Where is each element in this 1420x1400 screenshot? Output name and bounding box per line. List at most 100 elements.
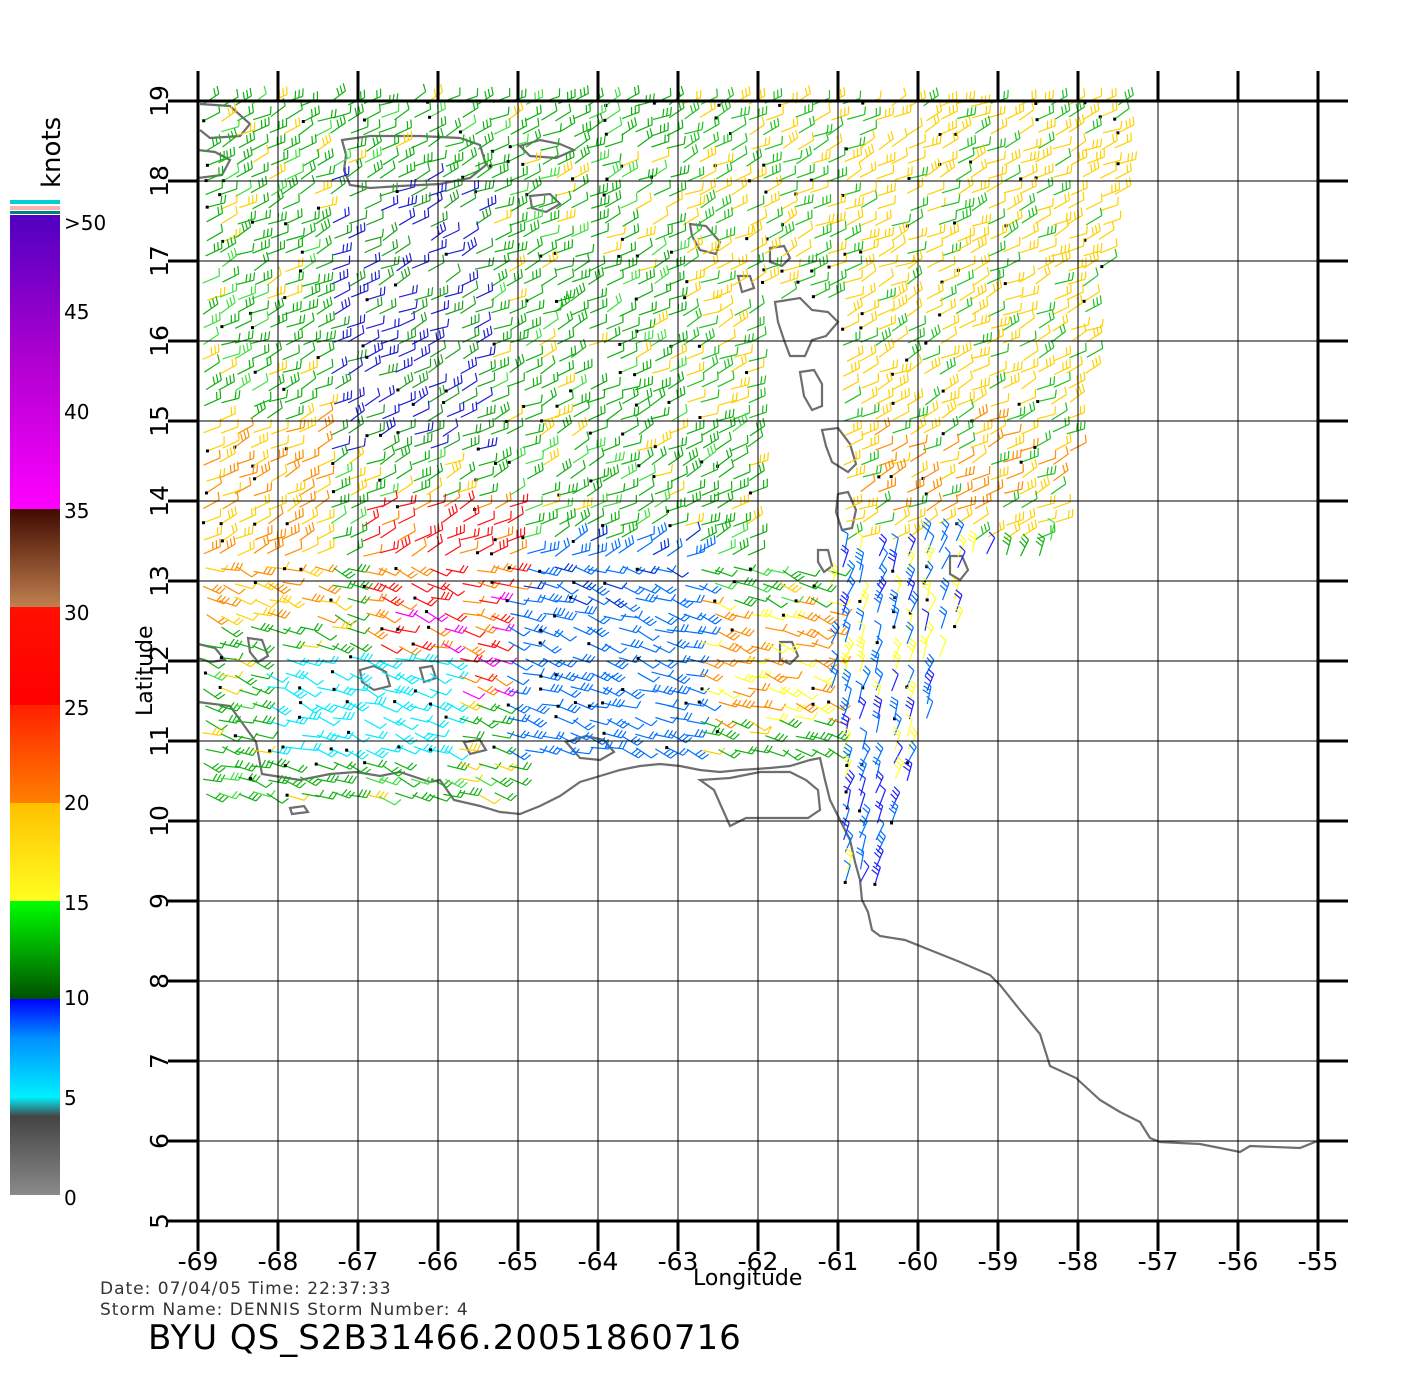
wind-barb xyxy=(698,405,720,420)
wind-barb xyxy=(941,344,960,359)
wind-barb xyxy=(733,463,751,480)
wind-barb xyxy=(813,194,832,209)
wind-barb xyxy=(556,182,576,196)
wind-barb xyxy=(414,525,432,542)
wind-barb xyxy=(507,527,526,542)
wind-barb xyxy=(346,314,366,329)
wind-barb xyxy=(655,699,678,708)
wind-barb xyxy=(476,717,499,729)
wind-barb xyxy=(1004,481,1024,494)
wind-barb xyxy=(698,535,716,553)
wind-barb xyxy=(684,639,707,649)
wind-barb xyxy=(604,643,628,654)
wind-barb xyxy=(686,195,706,210)
wind-barb xyxy=(318,716,341,726)
wind-barb xyxy=(988,240,1006,257)
wind-barb xyxy=(253,535,270,554)
wind-barb xyxy=(591,671,614,682)
wind-barb xyxy=(282,372,300,391)
wind-barb xyxy=(990,223,1008,240)
wind-barb xyxy=(570,282,586,302)
wind-barb xyxy=(590,222,609,238)
wind-barb xyxy=(252,644,275,654)
wind-barb xyxy=(461,237,478,257)
wind-barb xyxy=(636,533,653,553)
wind-barb xyxy=(1018,508,1036,526)
wind-barb xyxy=(990,393,1010,407)
wind-barb xyxy=(333,327,352,343)
wind-barb xyxy=(637,447,654,468)
wind-barb xyxy=(475,117,492,135)
wind-barb xyxy=(1007,102,1025,120)
wind-barb xyxy=(459,540,479,554)
wind-barb xyxy=(203,525,222,541)
wind-barb xyxy=(218,790,242,800)
wind-barb xyxy=(491,162,509,179)
wind-barb xyxy=(1020,150,1040,164)
legend-cap-cyan xyxy=(10,200,60,204)
wind-barb xyxy=(890,234,907,254)
wind-barb xyxy=(1022,459,1038,479)
wind-barb xyxy=(425,610,449,622)
wind-barb xyxy=(987,300,1006,317)
wind-barb xyxy=(878,268,894,287)
wind-barb xyxy=(620,192,638,209)
wind-barb xyxy=(859,161,877,178)
wind-barb xyxy=(302,148,320,167)
wind-barb xyxy=(396,720,419,731)
legend-label: 10 xyxy=(64,986,89,1010)
wind-barb xyxy=(749,116,765,136)
x-tick-label: -61 xyxy=(818,1247,859,1276)
wind-barb xyxy=(1034,206,1052,224)
wind-barb xyxy=(1003,236,1021,253)
wind-barb xyxy=(318,450,336,467)
wind-barb xyxy=(222,265,240,283)
wind-barb xyxy=(872,710,881,733)
wind-barb xyxy=(525,450,545,465)
wind-barb xyxy=(378,362,398,376)
wind-barb xyxy=(398,161,416,178)
wind-barb xyxy=(922,345,941,361)
wind-barb xyxy=(317,430,333,450)
wind-barb xyxy=(878,533,888,557)
wind-barb xyxy=(540,540,560,554)
wind-barb xyxy=(395,733,418,745)
wind-barb xyxy=(670,465,688,483)
wind-barb xyxy=(491,268,508,287)
wind-barb xyxy=(492,343,511,358)
wind-barb xyxy=(654,489,671,508)
wind-barb xyxy=(651,360,671,374)
wind-barb xyxy=(300,238,321,254)
wind-barb xyxy=(730,626,755,637)
wind-barb xyxy=(1100,162,1118,179)
wind-barb xyxy=(365,296,383,314)
wind-barb xyxy=(458,478,477,493)
wind-barb xyxy=(539,628,564,638)
wind-barb xyxy=(363,467,382,482)
wind-barb xyxy=(971,158,988,178)
wind-barb xyxy=(921,608,930,631)
wind-barb xyxy=(812,150,831,164)
wind-barb xyxy=(574,130,591,150)
wind-barb xyxy=(540,408,561,423)
wind-barb xyxy=(717,226,736,242)
wind-barb xyxy=(877,458,895,479)
wind-barb xyxy=(972,506,989,525)
wind-barb xyxy=(362,582,387,593)
wind-barb xyxy=(285,271,304,286)
wind-barb xyxy=(507,288,527,302)
wind-barb xyxy=(394,119,412,136)
wind-barb xyxy=(492,623,515,632)
wind-barb xyxy=(559,345,577,362)
wind-barb xyxy=(396,461,413,480)
wind-barb xyxy=(202,296,219,315)
wind-barb xyxy=(510,117,528,135)
wind-barb xyxy=(958,432,976,450)
wind-barb xyxy=(267,284,286,299)
wind-barb xyxy=(571,221,589,238)
legend-label: 20 xyxy=(64,791,89,815)
wind-barb xyxy=(924,113,940,133)
wind-barb xyxy=(205,745,229,754)
wind-barb xyxy=(890,604,900,629)
